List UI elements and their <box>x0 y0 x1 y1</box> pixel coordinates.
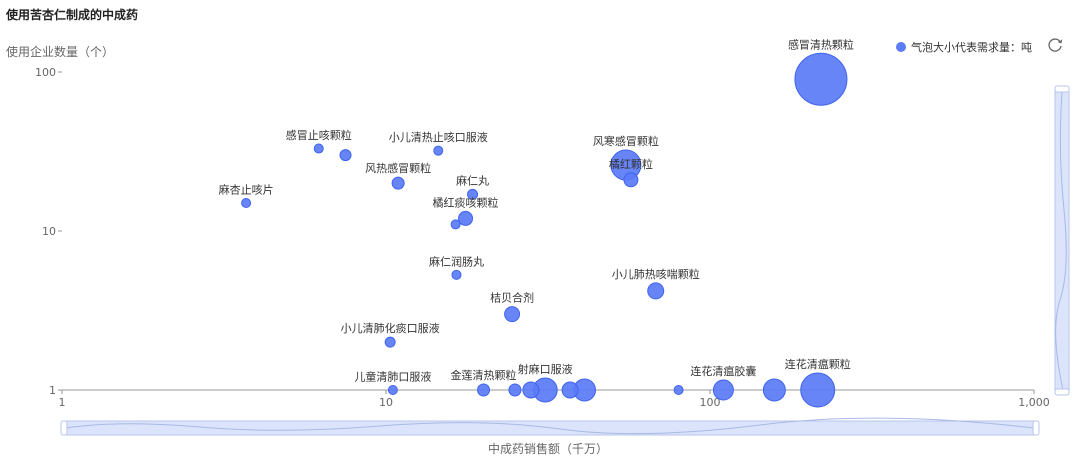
bubble-point[interactable] <box>384 336 396 348</box>
data-label: 风寒感冒颗粒 <box>593 134 659 148</box>
bubble-point[interactable] <box>477 383 491 397</box>
bubble-point[interactable] <box>561 381 579 399</box>
data-label: 金莲清热颗粒 <box>451 368 517 382</box>
y-tick-label: 10 <box>42 225 56 238</box>
data-label: 感冒清热颗粒 <box>788 37 854 51</box>
bubble-point[interactable] <box>712 379 734 401</box>
data-label: 麻杏止咳片 <box>219 183 274 197</box>
data-label: 小儿清热止咳口服液 <box>389 130 488 144</box>
data-label: 风热感冒颗粒 <box>365 161 431 175</box>
x-slider-handle-left[interactable] <box>60 420 68 436</box>
data-label: 感冒止咳颗粒 <box>286 128 352 142</box>
data-label: 橘红颗粒 <box>609 157 653 171</box>
bubble-point[interactable] <box>451 269 462 280</box>
y-axis-label: 使用企业数量（个） <box>6 44 114 59</box>
x-tick-label: 1 <box>59 396 66 409</box>
data-label: 小儿肺热咳喘颗粒 <box>612 267 700 281</box>
bubble-point[interactable] <box>623 172 639 188</box>
y-slider-handle-top[interactable] <box>1054 85 1070 93</box>
y-slider-handle-bottom[interactable] <box>1054 388 1070 396</box>
bubble-point[interactable] <box>522 381 540 399</box>
bubble-point[interactable] <box>794 52 848 106</box>
bubble-point[interactable] <box>800 372 836 408</box>
x-tick-label: 100 <box>700 396 721 409</box>
chart-title: 使用苦杏仁制成的中成药 <box>6 8 139 22</box>
data-label: 橘红痰咳颗粒 <box>433 195 499 209</box>
bubble-point[interactable] <box>241 198 252 209</box>
x-slider-shadow <box>65 417 1035 435</box>
bubble-point[interactable] <box>391 176 405 190</box>
bubble-point[interactable] <box>313 143 324 154</box>
bubble-point[interactable] <box>387 385 398 395</box>
legend-bubble-icon <box>896 42 906 52</box>
bubble-point[interactable] <box>647 282 665 300</box>
data-label: 儿童清肺口服液 <box>354 370 431 384</box>
bubble-point[interactable] <box>458 210 474 226</box>
y-slider-shadow <box>1055 91 1067 391</box>
data-label: 小儿清肺化痰口服液 <box>341 321 440 335</box>
bubble-point[interactable] <box>467 188 479 200</box>
y-tick-label: 100 <box>35 66 56 79</box>
bubble-point[interactable] <box>339 149 352 162</box>
data-label: 射麻口服液 <box>518 362 573 376</box>
bubble-point[interactable] <box>433 145 444 156</box>
data-label: 桔贝合剂 <box>490 291 534 305</box>
data-label: 麻仁润肠丸 <box>429 254 484 268</box>
refresh-icon[interactable] <box>1046 36 1064 54</box>
data-label: 麻仁丸 <box>456 173 489 187</box>
legend[interactable]: 气泡大小代表需求量：吨 <box>896 39 1032 55</box>
bubble-point[interactable] <box>762 378 786 402</box>
x-slider-handle-right[interactable] <box>1032 420 1040 436</box>
data-label: 连花清瘟胶囊 <box>690 364 756 378</box>
bubble-point[interactable] <box>504 306 521 323</box>
bubble-point[interactable] <box>450 219 461 230</box>
legend-label: 气泡大小代表需求量：吨 <box>911 41 1032 54</box>
y-zoom-slider[interactable] <box>1054 89 1070 393</box>
x-tick-label: 10 <box>379 396 393 409</box>
data-label: 连花清瘟颗粒 <box>785 357 851 371</box>
bubble-point[interactable] <box>673 385 684 395</box>
y-tick-label: 1 <box>49 384 56 397</box>
x-axis-label: 中成药销售额（千万） <box>488 441 608 456</box>
x-tick-label: 1,000 <box>1018 396 1050 409</box>
bubble-point[interactable] <box>508 383 522 397</box>
